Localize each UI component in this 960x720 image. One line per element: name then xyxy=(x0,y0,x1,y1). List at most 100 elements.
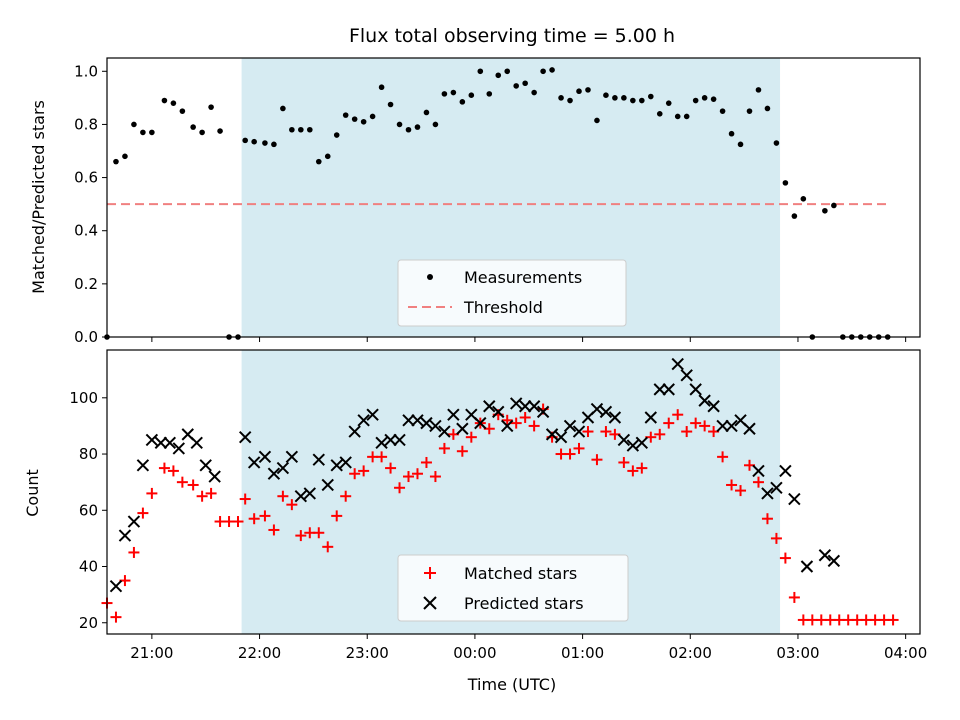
measurement-point-34 xyxy=(414,124,421,130)
matched-star-point-36 xyxy=(429,471,441,483)
measurement-point-55 xyxy=(603,92,609,98)
predicted-star-point-60 xyxy=(671,357,684,371)
measurement-point-51 xyxy=(567,97,573,104)
measurement-point-73 xyxy=(764,105,771,112)
measurement-point-69 xyxy=(728,130,735,137)
predicted-star-point-68 xyxy=(743,422,756,435)
measurement-point-60 xyxy=(647,93,654,100)
predicted-star-point-58 xyxy=(653,383,666,396)
measurement-point-62 xyxy=(665,100,672,106)
matched-star-point-31 xyxy=(385,462,397,474)
ratio-y-tick-label-1: 0.2 xyxy=(74,275,98,293)
predicted-star-point-38 xyxy=(474,416,487,430)
count-x-tick-label-7: 04:00 xyxy=(884,644,927,662)
measurement-point-72 xyxy=(755,87,762,93)
matched-star-point-26 xyxy=(340,490,352,502)
ratio-y-tick-label-3: 0.6 xyxy=(74,169,98,187)
matched-star-point-7 xyxy=(167,465,179,477)
measurement-point-39 xyxy=(459,99,466,105)
predicted-star-point-54 xyxy=(617,433,631,447)
predicted-star-point-61 xyxy=(680,369,693,382)
predicted-star-point-31 xyxy=(411,414,424,427)
measurement-point-75 xyxy=(782,180,789,186)
matched-star-point-40 xyxy=(465,431,477,443)
count-y-ticks: 20 40 60 80 100 xyxy=(69,389,107,632)
measurement-point-64 xyxy=(683,113,690,120)
matched-star-point-25 xyxy=(331,510,343,522)
predicted-star-point-35 xyxy=(447,408,460,421)
predicted-star-point-22 xyxy=(330,459,343,472)
matched-star-point-32 xyxy=(394,482,406,494)
count-legend: Matched stars Predicted stars xyxy=(397,554,629,622)
matched-star-point-28 xyxy=(358,465,370,477)
matched-star-point-51 xyxy=(564,448,576,460)
predicted-star-point-75 xyxy=(818,549,832,562)
ratio-legend-box xyxy=(397,259,627,327)
matched-star-point-5 xyxy=(146,487,158,499)
measurement-point-12 xyxy=(217,128,223,134)
predicted-star-point-6 xyxy=(163,436,177,449)
measurement-point-54 xyxy=(594,117,600,124)
ratio-y-ticks: 0.0 0.2 0.4 0.6 0.8 1.0 xyxy=(74,62,107,346)
predicted-star-point-47 xyxy=(554,430,568,444)
predicted-star-point-1 xyxy=(118,529,132,542)
measurement-point-26 xyxy=(342,112,349,118)
predicted-star-point-76 xyxy=(827,554,841,568)
matched-star-point-17 xyxy=(259,510,271,522)
matched-star-point-39 xyxy=(456,445,468,457)
measurement-point-21 xyxy=(298,126,304,133)
matched-star-point-74 xyxy=(770,532,782,544)
matched-star-point-30 xyxy=(376,451,388,463)
predicted-star-point-26 xyxy=(366,408,379,421)
measurement-point-4 xyxy=(140,129,146,136)
predicted-star-point-57 xyxy=(644,411,658,424)
measurement-point-30 xyxy=(378,84,385,91)
ratio-legend: Measurements Threshold xyxy=(397,259,627,327)
matched-star-point-65 xyxy=(690,417,702,429)
predicted-star-point-13 xyxy=(247,456,261,469)
count-panel: 21:00 22:00 23:00 00:00 01:00 02:00 03:00 04:00… xyxy=(23,349,927,694)
predicted-star-point-59 xyxy=(662,383,675,396)
predicted-star-point-16 xyxy=(276,461,290,475)
measurement-point-7 xyxy=(170,100,177,106)
predicted-star-point-53 xyxy=(608,411,622,424)
measurement-point-33 xyxy=(405,126,412,133)
matched-star-point-64 xyxy=(681,426,693,438)
predicted-star-point-21 xyxy=(321,478,334,492)
measurement-point-77 xyxy=(800,196,807,202)
predicted-star-point-4 xyxy=(145,433,159,447)
count-axes-frame xyxy=(106,349,921,635)
measurement-point-43 xyxy=(495,72,502,79)
legend-predicted-marker xyxy=(423,596,437,610)
legend-threshold-label: Threshold xyxy=(463,298,543,317)
predicted-star-point-46 xyxy=(545,428,559,441)
predicted-star-point-30 xyxy=(402,414,415,427)
predicted-star-point-27 xyxy=(375,436,388,449)
predicted-star-point-18 xyxy=(294,490,308,503)
measurement-point-29 xyxy=(369,113,376,120)
count-x-ticks: 21:00 22:00 23:00 00:00 01:00 02:00 03:00 04:00 xyxy=(130,634,927,662)
measurement-point-53 xyxy=(585,87,591,93)
matched-star-point-55 xyxy=(600,426,612,438)
matched-star-points xyxy=(101,403,899,626)
predicted-star-point-56 xyxy=(635,436,649,449)
matched-star-point-53 xyxy=(582,426,594,438)
measurement-point-56 xyxy=(612,95,618,101)
measurement-point-57 xyxy=(621,95,627,101)
count-x-tick-label-1: 22:00 xyxy=(238,644,281,662)
matched-star-point-21 xyxy=(295,530,307,542)
ratio-axes-frame xyxy=(106,57,921,338)
matched-star-point-66 xyxy=(699,420,711,432)
matched-star-point-61 xyxy=(654,428,666,440)
measurement-point-23 xyxy=(315,158,322,165)
matched-star-point-63 xyxy=(672,409,684,421)
measurement-point-45 xyxy=(513,83,519,89)
count-x-tick-label-0: 21:00 xyxy=(130,644,173,662)
predicted-star-point-17 xyxy=(285,450,299,464)
measurement-point-37 xyxy=(441,91,448,97)
measurement-point-61 xyxy=(656,111,663,117)
matched-star-point-47 xyxy=(528,420,540,432)
predicted-star-point-28 xyxy=(384,433,397,447)
predicted-star-point-34 xyxy=(438,425,451,438)
